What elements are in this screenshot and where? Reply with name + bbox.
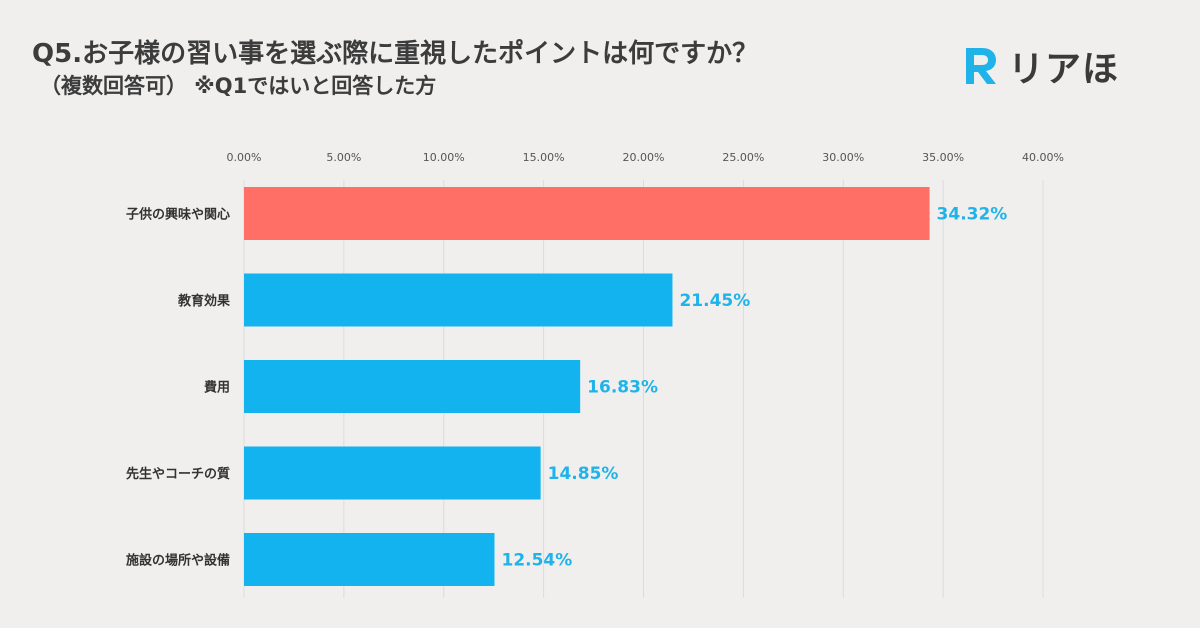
value-label: 12.54% (501, 551, 572, 571)
r-logo-icon (966, 48, 996, 84)
x-tick-label: 0.00% (227, 151, 262, 164)
bar-1 (244, 187, 930, 240)
category-label: 施設の場所や設備 (126, 553, 230, 569)
x-tick-label: 25.00% (722, 151, 764, 164)
x-tick-label: 30.00% (822, 151, 864, 164)
bar-3 (244, 360, 581, 413)
value-labels: 34.32% 21.45% 16.83% 14.85% 12.54% (501, 205, 1007, 571)
value-label: 21.45% (679, 291, 750, 311)
value-label: 34.32% (937, 205, 1008, 225)
x-tick-label: 15.00% (523, 151, 565, 164)
x-tick-label: 35.00% (922, 151, 964, 164)
bar-5 (244, 533, 495, 586)
x-axis-ticks: 0.00% 5.00% 10.00% 15.00% 20.00% 25.00% 30.00%… (227, 151, 1064, 164)
x-tick-label: 40.00% (1022, 151, 1064, 164)
chart-subtitle: （複数回答可） ※Q1ではいと回答した方 (40, 74, 437, 98)
bars (244, 187, 930, 586)
x-tick-label: 20.00% (623, 151, 665, 164)
x-tick-label: 10.00% (423, 151, 465, 164)
x-tick-label: 5.00% (326, 151, 361, 164)
brand-logo-text: リアほ (1008, 49, 1120, 90)
category-label: 教育効果 (177, 293, 230, 309)
chart-title: Q5.お子様の習い事を選ぶ際に重視したポイントは何ですか？ (32, 39, 759, 69)
bar-4 (244, 446, 541, 500)
category-label: 費用 (204, 380, 230, 396)
value-label: 16.83% (587, 378, 658, 398)
category-label: 先生やコーチの質 (126, 466, 230, 482)
bar-2 (244, 273, 673, 327)
value-label: 14.85% (548, 464, 619, 484)
category-label: 子供の興味や関心 (126, 207, 230, 223)
brand-logo: リアほ (960, 40, 1119, 92)
